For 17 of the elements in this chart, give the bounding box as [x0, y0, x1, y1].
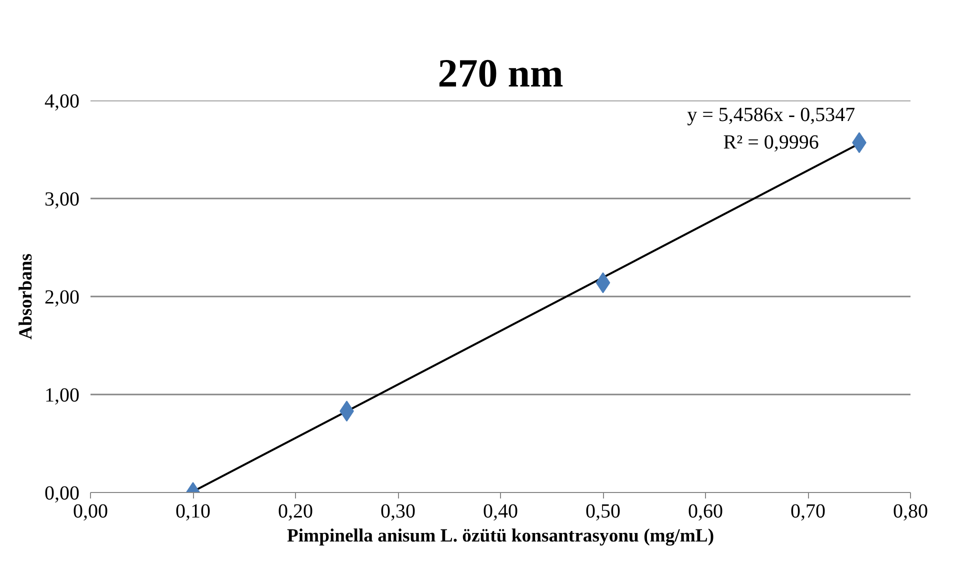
x-tick-label: 0,80 [893, 500, 928, 522]
x-tick-label: 0,20 [278, 500, 313, 522]
x-tick-label: 0,30 [380, 500, 416, 522]
x-tick-label: 0,50 [586, 500, 620, 522]
y-tick-label: 1,00 [44, 384, 80, 406]
x-tick-label: 0,10 [176, 500, 210, 522]
x-tick-label: 0,60 [688, 500, 723, 522]
y-tick-label: 2,00 [44, 286, 80, 308]
chart-title: 270 nm [438, 50, 564, 96]
x-tick-label: 0,70 [790, 500, 826, 522]
y-axis-title: Absorbans [16, 253, 36, 340]
x-tick-label: 0,40 [483, 500, 518, 522]
annotation: y = 5,4586x - 0,5347 [687, 104, 856, 126]
y-tick-label: 4,00 [44, 90, 80, 112]
x-axis-title: Pimpinella anisum L. özütü konsantrasyonu (mg/mL) [286, 526, 714, 546]
annotation: R² = 0,9996 [723, 131, 819, 154]
y-tick-label: 3,00 [44, 188, 80, 210]
